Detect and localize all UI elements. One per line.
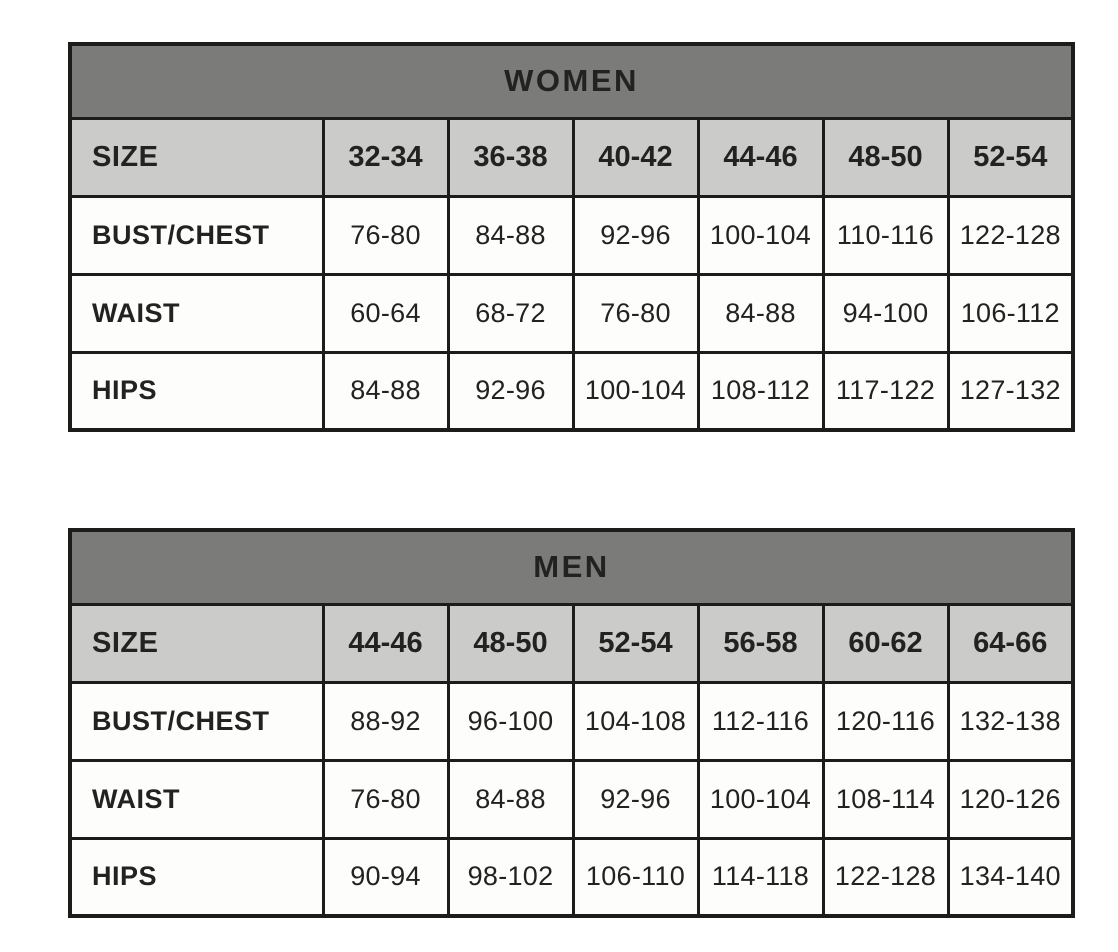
women-waist-value: 94-100 [821,272,950,354]
women-waist-value: 84-88 [696,272,825,354]
women-size-value: 52-54 [946,116,1075,198]
men-bust-chest-value: 112-116 [696,680,825,762]
men-size-row: SIZE 44-46 48-50 52-54 56-58 60-62 64-66 [68,602,1075,684]
men-bust-chest-value: 120-116 [821,680,950,762]
women-bust-chest-value: 76-80 [321,194,450,276]
women-hips-value: 117-122 [821,350,950,432]
women-bust-chest-row: BUST/CHEST 76-80 84-88 92-96 100-104 110… [68,194,1075,276]
women-waist-value: 106-112 [946,272,1075,354]
men-waist-value: 100-104 [696,758,825,840]
men-waist-value: 76-80 [321,758,450,840]
women-waist-row: WAIST 60-64 68-72 76-80 84-88 94-100 106… [68,272,1075,354]
men-waist-value: 84-88 [446,758,575,840]
women-hips-value: 127-132 [946,350,1075,432]
men-waist-value: 120-126 [946,758,1075,840]
men-hips-row: HIPS 90-94 98-102 106-110 114-118 122-12… [68,836,1075,918]
men-waist-value: 108-114 [821,758,950,840]
women-waist-label: WAIST [68,272,325,354]
men-size-value: 52-54 [571,602,700,684]
women-waist-value: 60-64 [321,272,450,354]
women-hips-label: HIPS [68,350,325,432]
women-bust-chest-value: 122-128 [946,194,1075,276]
women-table-title: WOMEN [68,42,1075,120]
women-size-value: 40-42 [571,116,700,198]
men-table-title: MEN [68,528,1075,606]
women-hips-value: 100-104 [571,350,700,432]
men-waist-value: 92-96 [571,758,700,840]
men-size-value: 44-46 [321,602,450,684]
women-size-row-label: SIZE [68,116,325,198]
men-waist-label: WAIST [68,758,325,840]
men-hips-value: 98-102 [446,836,575,918]
men-hips-label: HIPS [68,836,325,918]
men-size-value: 48-50 [446,602,575,684]
men-hips-value: 134-140 [946,836,1075,918]
women-hips-value: 108-112 [696,350,825,432]
men-size-value: 60-62 [821,602,950,684]
men-bust-chest-row: BUST/CHEST 88-92 96-100 104-108 112-116 … [68,680,1075,762]
women-size-value: 36-38 [446,116,575,198]
women-waist-value: 76-80 [571,272,700,354]
women-hips-value: 92-96 [446,350,575,432]
women-bust-chest-label: BUST/CHEST [68,194,325,276]
men-hips-value: 122-128 [821,836,950,918]
men-waist-row: WAIST 76-80 84-88 92-96 100-104 108-114 … [68,758,1075,840]
men-size-row-label: SIZE [68,602,325,684]
women-size-row: SIZE 32-34 36-38 40-42 44-46 48-50 52-54 [68,116,1075,198]
men-hips-value: 114-118 [696,836,825,918]
women-size-table: WOMEN SIZE 32-34 36-38 40-42 44-46 48-50… [68,42,1076,432]
women-hips-row: HIPS 84-88 92-96 100-104 108-112 117-122… [68,350,1075,432]
men-bust-chest-label: BUST/CHEST [68,680,325,762]
men-bust-chest-value: 132-138 [946,680,1075,762]
women-title-row: WOMEN [68,42,1075,120]
men-bust-chest-value: 104-108 [571,680,700,762]
men-size-value: 64-66 [946,602,1075,684]
women-bust-chest-value: 100-104 [696,194,825,276]
men-bust-chest-value: 96-100 [446,680,575,762]
men-hips-value: 90-94 [321,836,450,918]
women-waist-value: 68-72 [446,272,575,354]
women-bust-chest-value: 110-116 [821,194,950,276]
women-hips-value: 84-88 [321,350,450,432]
men-size-value: 56-58 [696,602,825,684]
women-bust-chest-value: 84-88 [446,194,575,276]
women-size-value: 32-34 [321,116,450,198]
women-bust-chest-value: 92-96 [571,194,700,276]
men-size-table: MEN SIZE 44-46 48-50 52-54 56-58 60-62 6… [68,528,1075,918]
women-size-value: 44-46 [696,116,825,198]
men-title-row: MEN [68,528,1075,606]
men-hips-value: 106-110 [571,836,700,918]
men-bust-chest-value: 88-92 [321,680,450,762]
women-size-value: 48-50 [821,116,950,198]
